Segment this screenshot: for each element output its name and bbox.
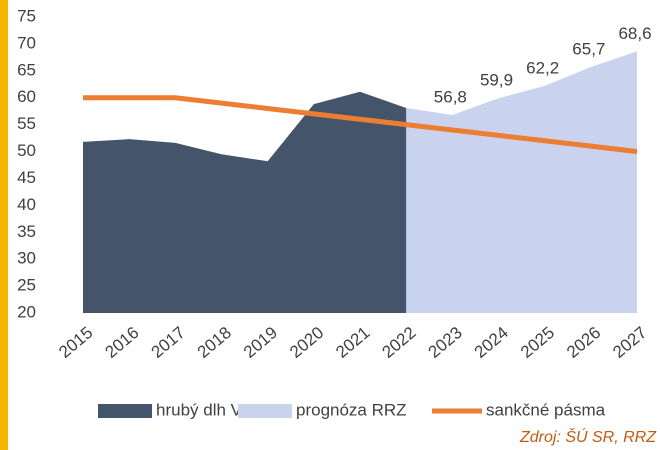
x-tick-label: 2018 — [194, 323, 235, 362]
data-label: 56,8 — [434, 87, 467, 106]
x-tick-label: 2027 — [609, 323, 650, 362]
legend-label: prognóza RRZ — [296, 400, 407, 419]
legend-label: sankčné pásma — [486, 400, 606, 419]
y-tick-label: 40 — [17, 195, 36, 214]
y-tick-label: 55 — [17, 114, 36, 133]
y-tick-label: 75 — [17, 6, 36, 25]
area — [83, 91, 407, 313]
y-tick-label: 70 — [17, 33, 36, 52]
area — [406, 51, 637, 314]
data-label: 65,7 — [572, 40, 605, 59]
data-label: 59,9 — [480, 71, 513, 90]
y-tick-label: 20 — [17, 302, 36, 321]
y-tick-label: 60 — [17, 87, 36, 106]
x-tick-label: 2016 — [101, 323, 142, 362]
y-tick-label: 45 — [17, 168, 36, 187]
x-tick-label: 2025 — [517, 323, 558, 362]
x-tick-label: 2019 — [240, 323, 281, 362]
legend-label: hrubý dlh VS — [156, 400, 253, 419]
y-tick-label: 25 — [17, 276, 36, 295]
side-strip — [0, 0, 8, 450]
x-tick-label: 2024 — [471, 323, 512, 362]
legend-swatch — [98, 404, 152, 418]
x-tick-label: 2020 — [286, 323, 327, 362]
y-tick-label: 35 — [17, 222, 36, 241]
x-tick-label: 2021 — [332, 323, 373, 362]
data-label: 62,2 — [526, 58, 559, 77]
x-tick-label: 2023 — [425, 323, 466, 362]
y-tick-label: 65 — [17, 60, 36, 79]
y-tick-label: 50 — [17, 141, 36, 160]
x-tick-label: 2017 — [148, 323, 189, 362]
data-label: 68,6 — [618, 24, 651, 43]
line — [83, 95, 638, 155]
source: Zdroj: ŠÚ SR, RRZ — [519, 427, 657, 446]
legend-swatch — [238, 404, 292, 418]
x-tick-label: 2026 — [563, 323, 604, 362]
y-tick-label: 30 — [17, 249, 36, 268]
x-tick-label: 2015 — [55, 323, 96, 362]
x-tick-label: 2022 — [378, 323, 419, 362]
